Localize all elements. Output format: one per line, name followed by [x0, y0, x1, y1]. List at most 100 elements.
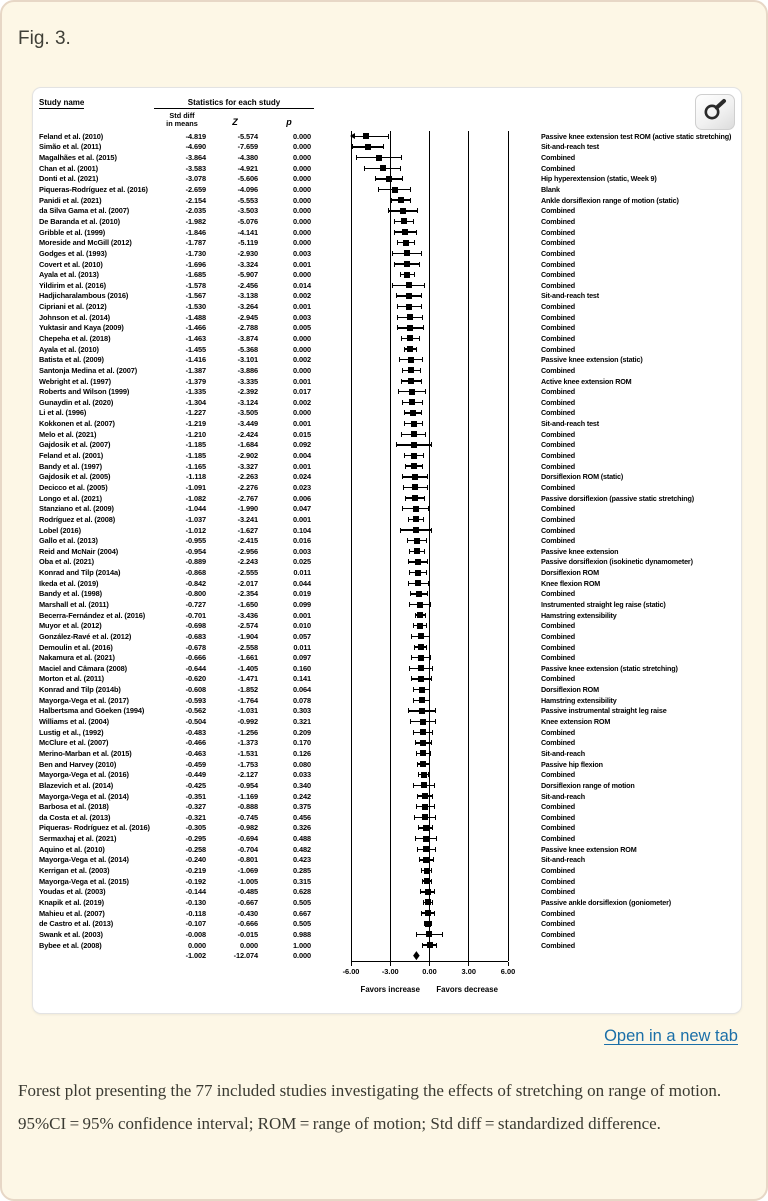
z-value: -0.667: [237, 897, 258, 907]
study-row: Piqueras- Rodríguez et al. (2016) -0.305 -…: [36, 823, 737, 834]
z-value: -3.886: [237, 365, 258, 375]
z-value: -0.982: [237, 823, 258, 833]
std-diff-value: -0.727: [185, 600, 206, 609]
outcome-label: Dorsiflexion ROM: [541, 685, 599, 695]
z-value: -3.436: [237, 610, 258, 620]
effect-size-square: [423, 846, 430, 853]
study-row: Covert et al. (2010) -1.696 -3.324 0.001 Com…: [36, 259, 737, 270]
axis-tick-label: 0.00: [422, 966, 437, 976]
study-name: Stanziano et al. (2009): [39, 504, 114, 514]
std-diff-value: -0.562: [185, 706, 206, 716]
p-value: 0.099: [293, 600, 311, 609]
study-name: Lobel (2016): [39, 525, 81, 535]
study-row: Moreside and McGill (2012) -1.787 -5.119 0.…: [36, 237, 737, 248]
outcome-label: Combined: [541, 642, 575, 652]
outcome-label: Passive dorsiflexion (passive static str…: [541, 493, 694, 503]
std-diff-value: -0.219: [185, 866, 206, 876]
effect-size-square: [399, 207, 406, 214]
study-name: Mayorga-Vega et al. (2015): [39, 876, 129, 886]
study-row: Reid and McNair (2004) -0.954 -2.956 0.003 P…: [36, 546, 737, 557]
study-row: McClure et al. (2007) -0.466 -1.373 0.170 Co…: [36, 738, 737, 749]
ci-plot-cell: [311, 652, 508, 663]
std-diff-value: -2.154: [185, 195, 206, 205]
effect-size-square: [425, 920, 432, 927]
z-value: -0.888: [237, 802, 258, 812]
study-row: Konrad and Tilp (2014b) -0.608 -1.852 0.064…: [36, 684, 737, 695]
effect-size-square: [414, 558, 421, 565]
effect-size-square: [420, 750, 427, 757]
figure-label: Fig. 3.: [18, 28, 71, 49]
effect-size-square: [416, 601, 423, 608]
outcome-label: Combined: [541, 653, 575, 663]
ci-plot-cell: [311, 280, 508, 291]
ci-plot-cell: [311, 557, 508, 568]
effect-size-square: [404, 271, 411, 278]
study-name: Muyor et al. (2012): [39, 621, 102, 631]
outcome-label: Dorsiflexion range of motion: [541, 780, 635, 790]
study-row: Mayorga-Vega et al. (2015) -0.192 -1.005 0.…: [36, 876, 737, 887]
std-diff-value: -1.118: [186, 472, 206, 482]
z-value: -3.335: [237, 376, 258, 386]
ci-plot-cell: [311, 493, 508, 504]
outcome-label: Combined: [541, 802, 575, 812]
effect-size-square: [414, 548, 421, 555]
study-row: Gajdosik et al. (2007) -1.185 -1.684 0.092 C…: [36, 440, 737, 451]
effect-size-square: [408, 378, 415, 385]
outcome-label: Sit-and-reach: [541, 748, 585, 758]
ci-plot-cell: [311, 833, 508, 844]
z-value: -2.017: [237, 578, 258, 588]
ci-plot-cell: [311, 876, 508, 887]
study-name: Mayorga-Vega et al. (2014): [39, 791, 129, 801]
study-name: Mayorga-Vega et al. (2017): [39, 695, 129, 705]
z-value: -2.243: [237, 557, 258, 567]
outcome-label: Knee extension ROM: [541, 717, 611, 727]
study-row: Longo et al. (2021) -1.082 -2.767 0.006 Pass…: [36, 493, 737, 504]
ci-plot-cell: [311, 844, 508, 855]
effect-size-square: [418, 675, 425, 682]
ci-plot-cell: [311, 865, 508, 876]
std-diff-value: -1.304: [185, 397, 206, 407]
study-name: Roberts and Wilson (1999): [39, 387, 130, 397]
std-diff-value: -0.295: [185, 834, 206, 844]
study-name: Santonja Medina et al. (2007): [39, 365, 138, 375]
outcome-label: Combined: [541, 621, 575, 631]
std-diff-value: -1.037: [185, 514, 206, 524]
z-value: -2.127: [237, 770, 258, 780]
std-diff-value: -0.644: [185, 663, 206, 673]
std-diff-value: -1.082: [185, 493, 206, 503]
open-in-new-tab-link[interactable]: Open in a new tab: [604, 1027, 738, 1045]
p-value: 0.505: [293, 897, 311, 907]
zoom-figure-button[interactable]: [695, 94, 735, 130]
z-value: -1.764: [237, 695, 258, 705]
ci-plot-cell: [311, 738, 508, 749]
effect-size-square: [417, 612, 424, 619]
z-value: -3.264: [237, 302, 258, 312]
p-value: 0.423: [293, 855, 311, 865]
z-value: -1.753: [237, 759, 258, 769]
study-name: Li et al. (1996): [39, 408, 87, 418]
effect-size-square: [407, 356, 414, 363]
ci-plot-cell: [311, 706, 508, 717]
std-diff-value: -0.130: [185, 897, 206, 907]
study-name: Cipriani et al. (2012): [39, 302, 107, 312]
effect-size-square: [422, 824, 429, 831]
study-name: Yuktasir and Kaya (2009): [39, 323, 124, 333]
study-name: McClure et al. (2007): [39, 738, 109, 748]
p-value: 0.482: [293, 844, 311, 854]
p-value: 0.000: [293, 206, 311, 216]
z-value: -1.005: [237, 876, 258, 886]
z-value: -1.684: [237, 440, 258, 450]
p-value: 0.000: [293, 238, 311, 248]
favors-decrease-label: Favors decrease: [436, 984, 498, 994]
p-value: 0.015: [293, 429, 311, 439]
study-row: Gunaydin et al. (2020) -1.304 -3.124 0.002 C…: [36, 397, 737, 408]
study-name: Ayala et al. (2010): [39, 344, 99, 354]
effect-size-square: [398, 197, 405, 204]
study-name: Aquino et al. (2010): [39, 844, 105, 854]
p-value: 0.488: [293, 834, 311, 844]
effect-size-square: [426, 931, 433, 938]
ci-plot-cell: [311, 567, 508, 578]
effect-size-square: [420, 782, 427, 789]
z-value: -1.405: [237, 663, 258, 673]
p-value: 0.000: [293, 408, 311, 418]
